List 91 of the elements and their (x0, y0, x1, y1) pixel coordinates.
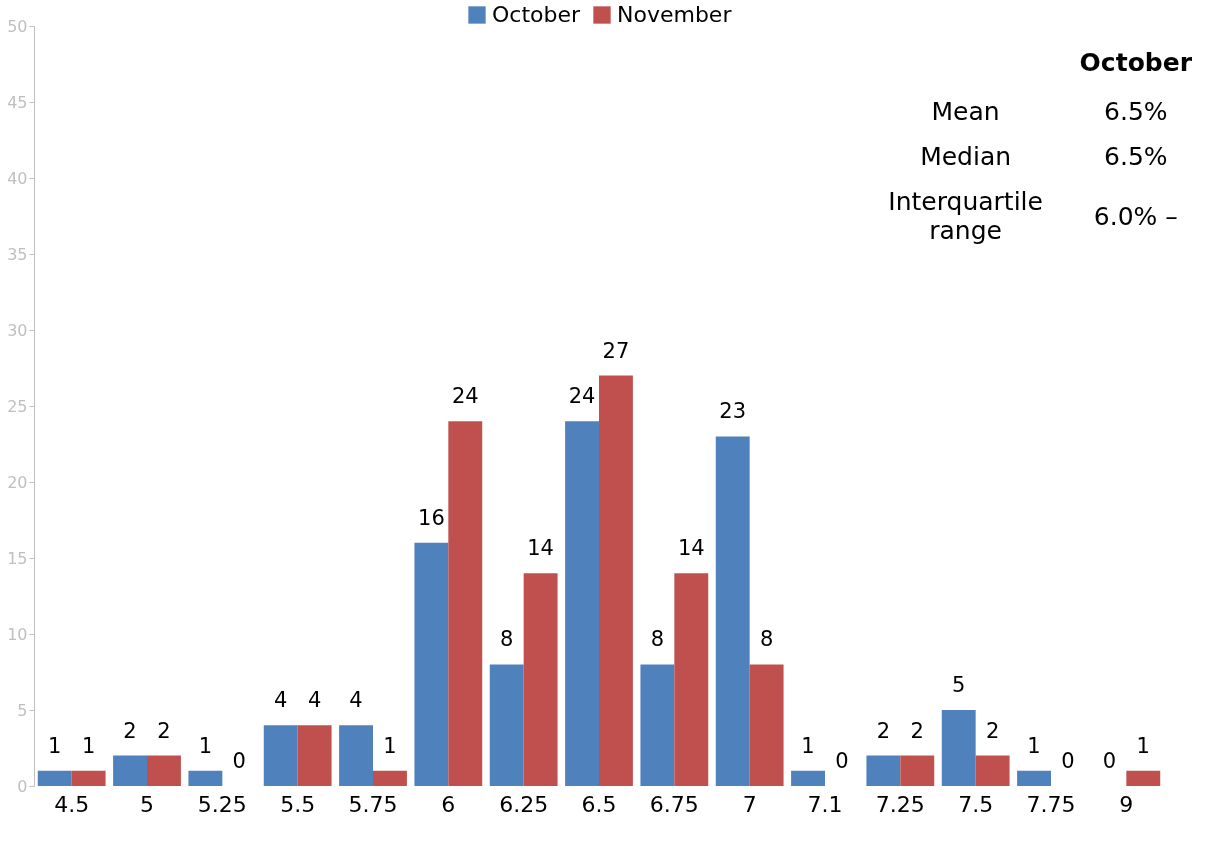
annotation: Interquartile range (887, 186, 1044, 247)
x-tick-label: 7.5 (958, 791, 994, 817)
data-label: 1 (801, 733, 815, 758)
data-label: 2 (157, 718, 171, 743)
data-label: 8 (759, 627, 774, 652)
data-label: 23 (719, 399, 747, 424)
y-tick-label: 30 (7, 320, 28, 340)
bar (414, 542, 449, 786)
bar (297, 725, 332, 786)
data-label: 5 (952, 673, 966, 697)
y-tick-label: 50 (7, 16, 28, 36)
bar (640, 664, 675, 786)
bar (749, 664, 784, 786)
annotation: 6.5% (1103, 141, 1169, 173)
y-tick-label: 20 (7, 472, 28, 492)
bar (791, 770, 825, 786)
x-tick-label: 6.25 (499, 791, 549, 817)
data-label: 2 (985, 718, 1000, 743)
bar (900, 755, 935, 786)
y-tick-label: 15 (7, 548, 28, 568)
bar (37, 770, 72, 786)
bar (941, 710, 976, 786)
y-tick-label: 10 (7, 624, 28, 644)
bar (71, 770, 106, 786)
data-label: 1 (48, 733, 62, 758)
legend-label: November (617, 2, 733, 27)
y-tick-label: 25 (7, 396, 28, 416)
x-tick-label: 6.75 (649, 791, 699, 817)
data-label: 24 (451, 384, 479, 409)
bar (975, 755, 1010, 786)
x-tick-label: 7.25 (875, 791, 925, 817)
x-tick-label: 5.5 (280, 791, 316, 817)
y-tick-label: 35 (7, 244, 28, 264)
data-label: 14 (527, 536, 554, 561)
data-label: 1 (1136, 733, 1150, 758)
bar (599, 375, 633, 786)
y-tick-label: 0 (17, 776, 28, 796)
data-label: 24 (568, 384, 596, 409)
y-tick-label: 40 (7, 168, 28, 188)
bar (866, 755, 901, 786)
x-tick-label: 7 (742, 791, 757, 817)
data-label: 0 (1061, 749, 1075, 773)
data-label: 8 (650, 627, 665, 652)
annotation: Mean (930, 96, 1001, 128)
data-label: 4 (274, 688, 288, 713)
data-label: 0 (835, 749, 849, 773)
x-tick-label: 7.1 (807, 791, 843, 817)
x-tick-label: 9 (1119, 791, 1134, 817)
bar (1126, 770, 1161, 786)
data-label: 2 (910, 718, 924, 743)
bar (565, 421, 599, 786)
bar (715, 436, 750, 786)
x-tick-label: 5.25 (197, 791, 247, 817)
data-label: 1 (383, 733, 397, 758)
bar (147, 755, 181, 786)
legend-label: October (492, 2, 581, 27)
data-label: 2 (123, 718, 137, 743)
data-label: 0 (1102, 749, 1117, 773)
data-label: 4 (307, 688, 322, 713)
data-label: 4 (349, 688, 363, 713)
bar (489, 664, 524, 786)
data-label: 27 (602, 338, 630, 363)
bar (339, 725, 373, 786)
x-tick-label: 6 (441, 791, 456, 817)
data-label: 1 (1027, 733, 1041, 758)
data-label: 8 (500, 627, 514, 652)
data-label: 0 (232, 749, 246, 773)
y-tick-label: 5 (17, 700, 28, 720)
annotation: 6.5% (1103, 96, 1169, 128)
bar (373, 770, 407, 786)
data-label: 1 (198, 733, 213, 758)
x-tick-label: 5.75 (348, 791, 398, 817)
data-label: 14 (677, 536, 705, 561)
bar (1017, 770, 1051, 786)
bar (523, 573, 558, 786)
x-tick-label: 7.75 (1026, 791, 1076, 817)
bar (263, 725, 298, 786)
annotation: October (1078, 48, 1193, 79)
bar (448, 421, 483, 786)
x-tick-label: 6.5 (581, 791, 617, 817)
bar (188, 770, 223, 786)
y-tick-label: 45 (7, 92, 28, 112)
data-label: 16 (418, 505, 445, 530)
bar (674, 573, 709, 786)
data-label: 1 (81, 733, 96, 758)
x-tick-label: 4.5 (54, 791, 90, 817)
x-tick-label: 5 (140, 791, 154, 817)
annotation: Median (919, 141, 1013, 173)
data-label: 2 (876, 718, 891, 743)
bar (113, 755, 147, 786)
annotation: 6.0% – (1092, 200, 1179, 233)
